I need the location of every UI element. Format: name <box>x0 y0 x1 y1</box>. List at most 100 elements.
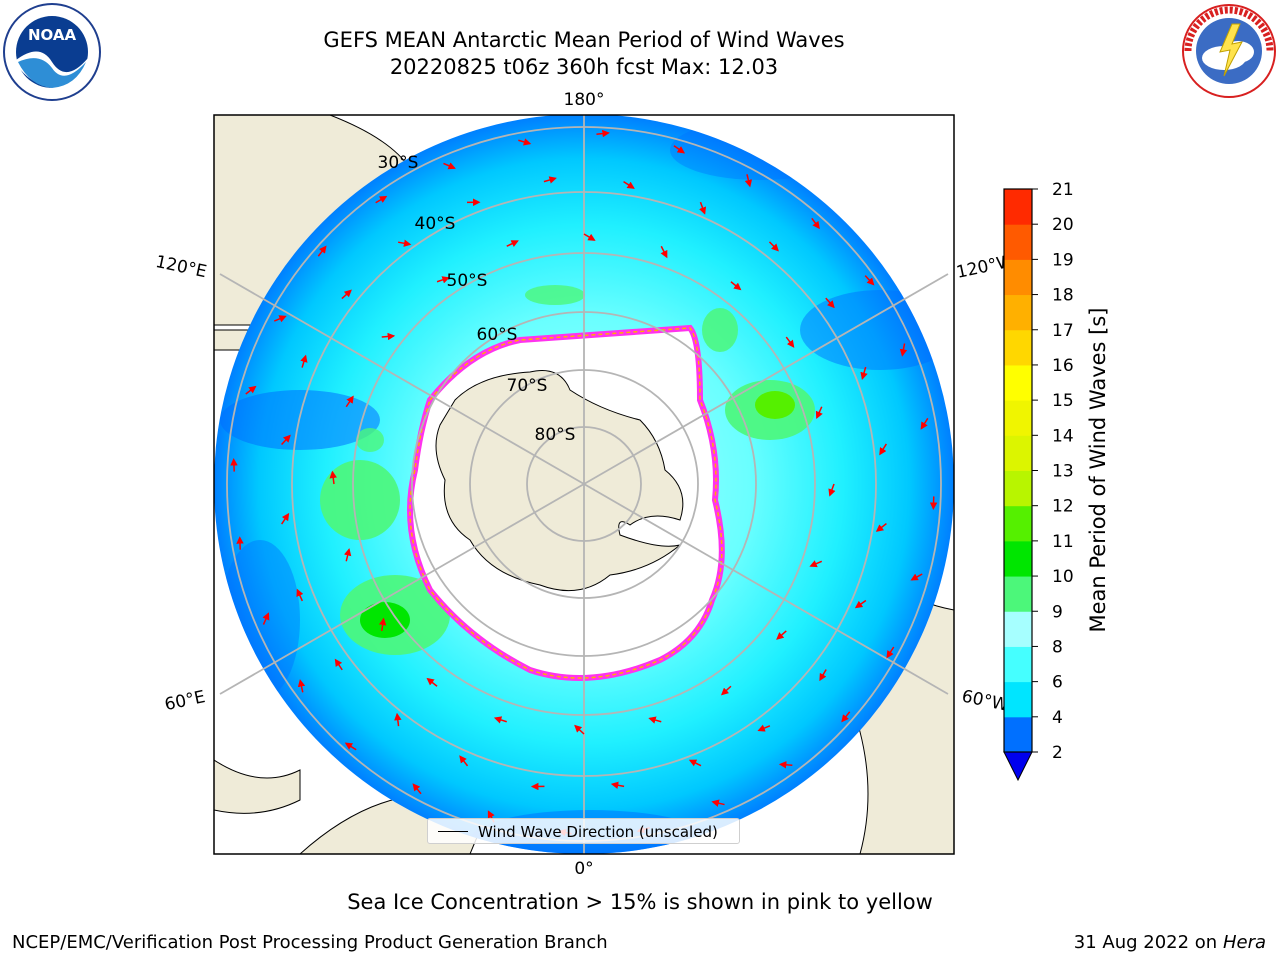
wave-direction-arrow <box>412 783 422 795</box>
colorbar-segment <box>1004 364 1032 401</box>
latitude-label-50s: 50°S <box>447 271 488 291</box>
colorbar-segment <box>1004 400 1032 436</box>
colorbar-tick-label: 15 <box>1052 391 1074 411</box>
colorbar-tick-label: 11 <box>1052 532 1074 552</box>
colorbar-tick-label: 14 <box>1052 426 1074 446</box>
wave-direction-arrow <box>920 417 929 430</box>
colorbar-tick-label: 21 <box>1052 180 1074 200</box>
map-frame <box>213 114 955 855</box>
colorbar-tick-label: 18 <box>1052 286 1074 306</box>
sea-ice-footnote: Sea Ice Concentration > 15% is shown in … <box>347 890 933 914</box>
wave-direction-arrow <box>543 176 557 184</box>
wave-direction-arrow <box>375 195 388 204</box>
wave-direction-arrow <box>875 522 887 532</box>
meridian-label-60e: 60°E <box>163 687 207 715</box>
wave-direction-arrow <box>673 145 686 154</box>
wave-direction-arrow <box>343 548 352 562</box>
wave-direction-arrow <box>886 646 895 659</box>
wave-direction-arrow <box>819 669 827 682</box>
wave-direction-arrow <box>815 406 823 420</box>
wave-direction-arrow <box>329 470 337 485</box>
colorbar-tick-label: 13 <box>1052 462 1074 482</box>
wave-direction-arrow <box>381 332 396 341</box>
wave-direction-arrow <box>583 233 596 241</box>
latitude-label-70s: 70°S <box>507 376 548 396</box>
wave-direction-arrow <box>296 588 304 602</box>
colorbar-label: Mean Period of Wind Waves [s] <box>1086 307 1110 633</box>
latitude-label-40s: 40°S <box>415 214 456 234</box>
wave-direction-arrow <box>776 630 787 640</box>
wave-direction-arrow <box>623 180 635 189</box>
meridian-lines <box>219 115 949 854</box>
wave-direction-arrow <box>864 275 875 286</box>
credit-branch: NCEP/EMC/Verification Post Processing Pr… <box>12 932 608 953</box>
legend-label: Wind Wave Direction (unscaled) <box>478 823 718 841</box>
wave-direction-arrow <box>744 174 753 188</box>
wave-direction-arrow <box>426 677 438 687</box>
wave-direction-arrow <box>459 755 469 767</box>
colorbar: 2 4 6 8 9 10 11 12 13 14 15 16 17 18 19 20 21 <box>1003 180 1074 782</box>
wave-direction-arrow <box>297 679 306 693</box>
arrow-legend: Wind Wave Direction (unscaled) <box>427 818 740 844</box>
wave-direction-arrow <box>493 716 507 724</box>
noaa-wordmark: NOAA <box>28 26 77 44</box>
wind-wave-arrows <box>230 129 938 837</box>
colorbar-tick-label: 10 <box>1052 567 1074 587</box>
wave-direction-arrow <box>688 759 702 767</box>
wave-direction-arrow <box>334 658 343 671</box>
colorbar-extend-triangle <box>1003 751 1033 782</box>
wave-direction-arrow <box>879 443 887 456</box>
wave-direction-arrow <box>317 245 327 257</box>
wave-direction-arrow <box>899 343 908 357</box>
colorbar-tick-label: 4 <box>1052 708 1063 728</box>
colorbar-segment <box>1004 329 1032 366</box>
wave-direction-arrow <box>699 201 707 215</box>
wave-direction-arrow <box>436 276 450 284</box>
wave-direction-arrow <box>711 799 725 807</box>
meridian-label-0: 0° <box>574 859 593 879</box>
wave-direction-arrow <box>397 239 412 247</box>
wave-direction-arrow <box>610 781 625 789</box>
colorbar-segment <box>1004 540 1032 577</box>
colorbar-segment <box>1004 294 1032 331</box>
colorbar-segment <box>1004 470 1032 507</box>
antarctica-landmass <box>435 370 684 592</box>
meridian-label-120e: 120°E <box>154 252 209 282</box>
wave-direction-arrow <box>245 385 257 395</box>
wave-direction-arrow <box>720 685 732 696</box>
wave-direction-arrow <box>230 458 238 472</box>
chart-subtitle: 20220825 t06z 360h fcst Max: 12.03 <box>389 55 779 79</box>
wave-direction-arrow <box>648 716 662 724</box>
wave-direction-arrow <box>841 711 851 723</box>
wave-direction-arrow <box>778 761 793 769</box>
colorbar-tick-label: 9 <box>1052 602 1063 622</box>
credit-date: 31 Aug 2022 on Hera <box>1074 932 1266 953</box>
colorbar-segment <box>1004 189 1032 225</box>
wave-direction-arrow <box>730 281 742 291</box>
colorbar-tick-label: 6 <box>1052 673 1063 693</box>
colorbar-tick-label: 16 <box>1052 356 1074 376</box>
wave-direction-arrow <box>854 599 867 609</box>
wave-direction-arrow <box>394 712 402 727</box>
latitude-label-80s: 80°S <box>535 425 576 445</box>
meridian-label-60w: 60°W <box>960 686 1010 715</box>
meridian-label-180: 180° <box>564 90 605 110</box>
latitude-label-30s: 30°S <box>378 153 419 173</box>
wave-direction-arrow <box>443 162 456 170</box>
wave-direction-arrow <box>757 724 771 732</box>
colorbar-segment <box>1004 611 1032 647</box>
credit-machine: Hera <box>1222 932 1266 953</box>
legend-line-sample <box>438 831 468 832</box>
noaa-logo: NOAA <box>3 3 101 101</box>
wave-direction-arrow <box>574 724 585 735</box>
wave-direction-arrow <box>811 217 820 230</box>
chart-title: GEFS MEAN Antarctic Mean Period of Wind … <box>323 28 845 52</box>
wave-direction-arrow <box>785 336 795 348</box>
latitude-label-60s: 60°S <box>477 325 518 345</box>
colorbar-segment <box>1004 576 1032 612</box>
colorbar-segment <box>1004 646 1032 683</box>
wave-direction-arrow <box>910 573 923 581</box>
wave-direction-arrow <box>660 245 668 259</box>
wave-direction-arrow <box>273 315 287 323</box>
wave-direction-arrow <box>300 354 308 368</box>
